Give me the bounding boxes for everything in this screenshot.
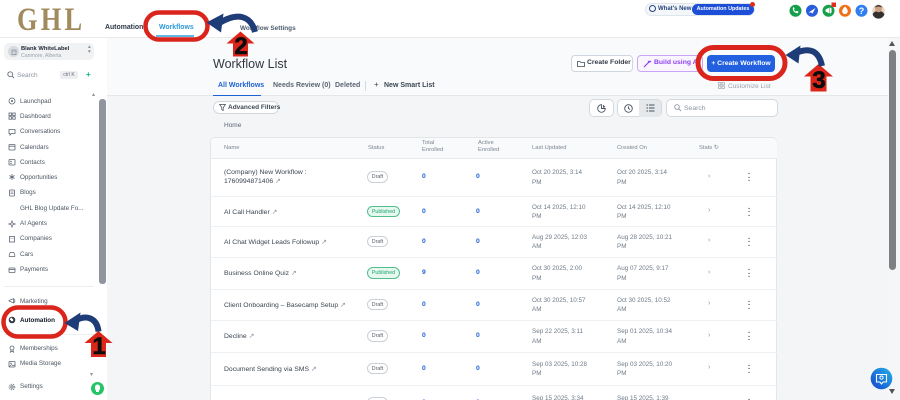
svg-text:3: 3 xyxy=(812,67,825,94)
svg-text:2: 2 xyxy=(234,33,247,60)
svg-text:?: ? xyxy=(859,6,865,16)
svg-text:1: 1 xyxy=(92,333,105,360)
